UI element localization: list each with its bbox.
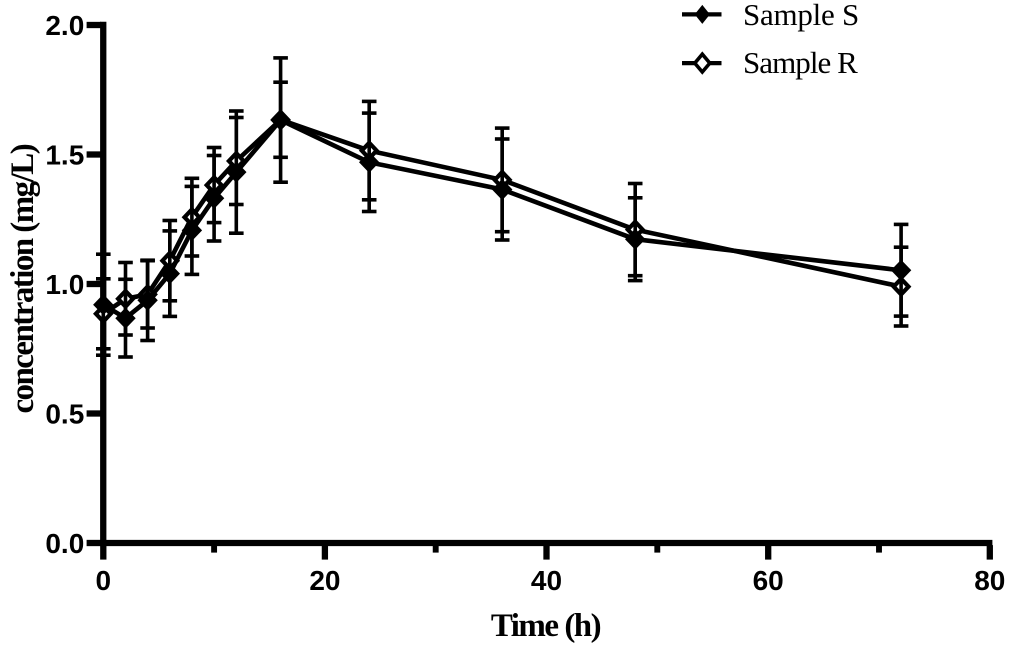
svg-text:1.0: 1.0 xyxy=(45,269,84,300)
svg-text:60: 60 xyxy=(753,565,784,596)
svg-text:20: 20 xyxy=(309,565,340,596)
svg-text:0.5: 0.5 xyxy=(45,398,84,429)
svg-text:0: 0 xyxy=(96,565,112,596)
svg-text:Sample S: Sample S xyxy=(743,0,859,32)
svg-text:80: 80 xyxy=(974,565,1005,596)
svg-text:Sample R: Sample R xyxy=(743,45,858,80)
svg-text:40: 40 xyxy=(531,565,562,596)
svg-text:1.5: 1.5 xyxy=(45,139,84,170)
svg-text:Time (h): Time (h) xyxy=(491,608,601,644)
svg-text:concentration (mg/L): concentration (mg/L) xyxy=(5,144,41,413)
svg-text:2.0: 2.0 xyxy=(45,10,84,41)
svg-text:0.0: 0.0 xyxy=(45,528,84,559)
